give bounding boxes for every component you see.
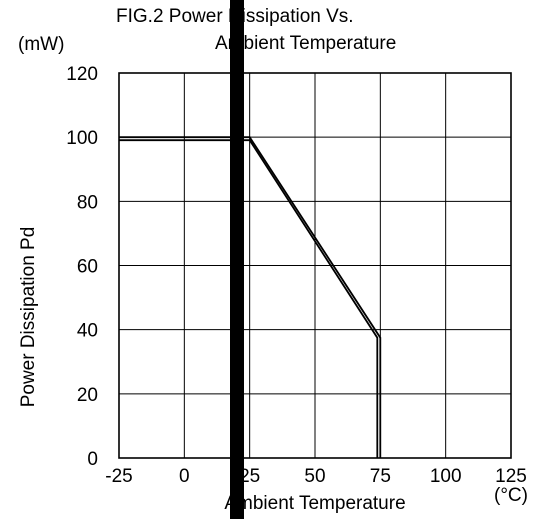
y-tick-label: 20 xyxy=(77,385,98,406)
y-tick-label: 100 xyxy=(66,128,98,149)
plot-frame xyxy=(118,72,512,459)
derating-curve-outer xyxy=(119,136,382,458)
x-tick-label: -25 xyxy=(105,466,132,487)
chart-title-line2: Ambient Temperature xyxy=(215,33,396,54)
series-layer xyxy=(119,136,382,458)
y-tick-labels: 0 20 40 60 80 100 120 xyxy=(66,64,98,470)
y-tick-label: 0 xyxy=(87,449,98,470)
x-tick-label: 0 xyxy=(179,466,190,487)
x-tick-label: 125 xyxy=(495,466,527,487)
x-axis-label: Ambient Temperature xyxy=(224,493,405,514)
x-tick-label: 50 xyxy=(304,466,325,487)
derating-curve-inner xyxy=(119,139,379,458)
y-tick-label: 120 xyxy=(66,64,98,85)
y-unit-label: (mW) xyxy=(18,34,64,55)
x-tick-label: 100 xyxy=(430,466,462,487)
x-unit-label: (°C) xyxy=(494,485,528,506)
y-tick-label: 80 xyxy=(77,192,98,213)
grid-lines xyxy=(119,73,511,458)
y-tick-label: 40 xyxy=(77,321,98,342)
y-axis-label: Power Dissipation Pd xyxy=(18,227,39,408)
x-tick-labels: -25 0 25 50 75 100 125 xyxy=(105,466,527,487)
occluding-vertical-bar xyxy=(230,0,244,519)
x-tick-label: 25 xyxy=(239,466,260,487)
y-tick-label: 60 xyxy=(77,257,98,278)
x-tick-label: 75 xyxy=(370,466,391,487)
